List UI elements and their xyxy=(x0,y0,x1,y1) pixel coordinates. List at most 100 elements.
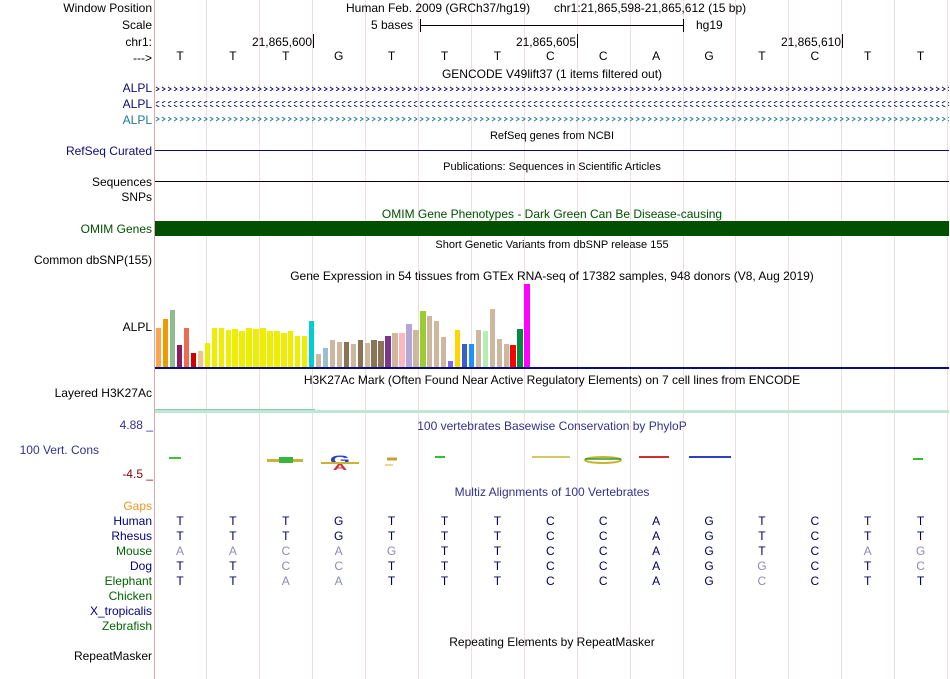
gtex-tissue-bar[interactable] xyxy=(176,345,183,367)
scale-label[interactable]: Scale xyxy=(121,18,152,32)
gtex-tissue-bar[interactable] xyxy=(274,331,280,367)
gtex-tissue-bar[interactable] xyxy=(510,345,516,367)
reference-base[interactable]: T xyxy=(282,49,290,63)
reference-base[interactable]: T xyxy=(176,49,184,63)
gencode-label-alpl-2[interactable]: ALPL xyxy=(122,97,152,111)
gtex-tissue-bar[interactable] xyxy=(343,342,350,367)
gtex-label[interactable]: ALPL xyxy=(122,320,152,334)
gtex-tissue-bar[interactable] xyxy=(461,344,468,367)
gtex-tissue-bar[interactable] xyxy=(378,341,384,367)
h3k27ac-track-title[interactable]: H3K27Ac Mark (Often Found Near Active Re… xyxy=(303,373,801,387)
species-label-x_tropicalis[interactable]: X_tropicalis xyxy=(89,604,152,618)
gtex-tissue-bar[interactable] xyxy=(475,330,482,367)
refseq-track-title[interactable]: RefSeq genes from NCBI xyxy=(489,130,615,142)
gtex-tissue-bar[interactable] xyxy=(364,343,370,367)
species-label-human[interactable]: Human xyxy=(113,514,152,528)
gtex-tissue-bar[interactable] xyxy=(420,311,426,367)
reference-base[interactable]: T xyxy=(493,49,502,63)
reference-base[interactable]: C xyxy=(545,49,555,63)
refseq-label[interactable]: RefSeq Curated xyxy=(65,144,152,158)
omim-track-title[interactable]: OMIM Gene Phenotypes - Dark Green Can Be… xyxy=(381,207,723,221)
gtex-tissue-bar[interactable] xyxy=(503,344,509,367)
gtex-tissue-bar[interactable] xyxy=(308,321,315,367)
gtex-tissue-bar[interactable] xyxy=(427,316,433,367)
gencode-label-alpl-3[interactable]: ALPL xyxy=(122,113,152,127)
species-label-rhesus[interactable]: Rhesus xyxy=(111,529,152,543)
window-position[interactable]: chr1:21,865,598-21,865,612 (15 bp) xyxy=(554,1,747,15)
gtex-tissue-bar[interactable] xyxy=(288,331,294,367)
species-label-zebrafish[interactable]: Zebrafish xyxy=(101,619,152,633)
reference-base[interactable]: T xyxy=(758,49,766,63)
gtex-tissue-bar[interactable] xyxy=(232,329,238,367)
gtex-bar-chart[interactable] xyxy=(156,284,536,367)
species-label-chicken[interactable]: Chicken xyxy=(108,589,152,603)
reference-base[interactable]: T xyxy=(916,49,925,63)
gtex-tissue-bar[interactable] xyxy=(517,329,523,367)
repeatmasker-track-title[interactable]: Repeating Elements by RepeatMasker xyxy=(449,635,655,649)
gtex-tissue-bar[interactable] xyxy=(253,329,259,367)
multiz-track-title[interactable]: Multiz Alignments of 100 Vertebrates xyxy=(454,485,650,499)
publications-label[interactable]: Sequences xyxy=(91,175,152,189)
reference-base[interactable]: C xyxy=(810,49,820,63)
gtex-tissue-bar[interactable] xyxy=(371,340,377,367)
gtex-tissue-bar[interactable] xyxy=(239,331,245,367)
gencode-transcripts[interactable] xyxy=(155,80,949,128)
reference-base[interactable]: T xyxy=(229,49,237,63)
gtex-tissue-bar[interactable] xyxy=(267,331,273,367)
reference-base[interactable]: T xyxy=(864,49,872,63)
h3k27ac-signal[interactable] xyxy=(155,410,949,413)
refseq-gene-line[interactable] xyxy=(155,150,949,151)
gtex-tissue-bar[interactable] xyxy=(246,328,252,367)
phylop-label[interactable]: 100 Vert. Cons xyxy=(19,443,99,457)
gtex-tissue-bar[interactable] xyxy=(434,321,440,367)
gtex-tissue-bar[interactable] xyxy=(211,328,218,367)
gtex-tissue-bar[interactable] xyxy=(357,340,363,367)
gtex-tissue-bar[interactable] xyxy=(260,328,266,367)
dbsnp-track-title[interactable]: Short Genetic Variants from dbSNP releas… xyxy=(435,239,669,251)
gtex-tissue-bar[interactable] xyxy=(350,344,357,367)
gtex-tissue-bar[interactable] xyxy=(315,354,322,367)
publications-track-title[interactable]: Publications: Sequences in Scientific Ar… xyxy=(443,161,661,173)
gencode-track-title[interactable]: GENCODE V49lift37 (1 items filtered out) xyxy=(441,67,663,81)
gencode-label-alpl-1[interactable]: ALPL xyxy=(122,81,152,95)
species-label-mouse[interactable]: Mouse xyxy=(115,544,152,558)
gtex-tissue-bar[interactable] xyxy=(482,331,489,367)
chrom-label[interactable]: chr1: xyxy=(125,35,152,49)
gtex-tissue-bar[interactable] xyxy=(336,342,343,367)
gtex-tissue-bar[interactable] xyxy=(329,340,336,367)
gtex-tissue-bar[interactable] xyxy=(204,343,211,367)
phylop-track-title[interactable]: 100 vertebrates Basewise Conservation by… xyxy=(417,419,687,433)
gtex-tissue-bar[interactable] xyxy=(322,348,329,367)
gtex-tissue-bar[interactable] xyxy=(156,328,162,367)
gtex-tissue-bar[interactable] xyxy=(496,339,502,367)
gtex-tissue-bar[interactable] xyxy=(468,344,475,367)
gtex-tissue-bar[interactable] xyxy=(524,284,530,367)
gtex-tissue-bar[interactable] xyxy=(399,333,405,367)
reference-base[interactable]: T xyxy=(440,49,449,63)
window-position-label[interactable]: Window Position xyxy=(63,1,152,15)
gtex-tissue-bar[interactable] xyxy=(197,351,204,367)
gtex-tissue-bar[interactable] xyxy=(295,336,301,367)
gtex-track-title[interactable]: Gene Expression in 54 tissues from GTEx … xyxy=(290,269,814,283)
gtex-tissue-bar[interactable] xyxy=(190,353,197,367)
gtex-tissue-bar[interactable] xyxy=(406,324,412,367)
omim-gene-bar[interactable] xyxy=(155,221,949,236)
gtex-tissue-bar[interactable] xyxy=(162,319,169,367)
species-label-elephant[interactable]: Elephant xyxy=(104,574,152,588)
gtex-tissue-bar[interactable] xyxy=(392,333,398,367)
gtex-tissue-bar[interactable] xyxy=(454,330,461,367)
reference-base[interactable]: A xyxy=(652,49,661,63)
publications-line[interactable] xyxy=(155,181,949,182)
gtex-tissue-bar[interactable] xyxy=(281,333,287,367)
gaps-label[interactable]: Gaps xyxy=(123,499,152,513)
snps-label[interactable]: SNPs xyxy=(121,190,152,204)
repeatmasker-label[interactable]: RepeatMasker xyxy=(73,649,152,663)
strand-arrow-label[interactable]: ---> xyxy=(133,51,152,65)
gtex-tissue-bar[interactable] xyxy=(489,309,496,367)
reference-base[interactable]: G xyxy=(704,49,714,63)
phylop-logo[interactable]: G A xyxy=(155,449,949,479)
gtex-tissue-bar[interactable] xyxy=(385,336,391,367)
reference-base[interactable]: T xyxy=(387,49,396,63)
reference-base[interactable]: C xyxy=(598,49,608,63)
reference-base[interactable]: G xyxy=(334,49,344,63)
